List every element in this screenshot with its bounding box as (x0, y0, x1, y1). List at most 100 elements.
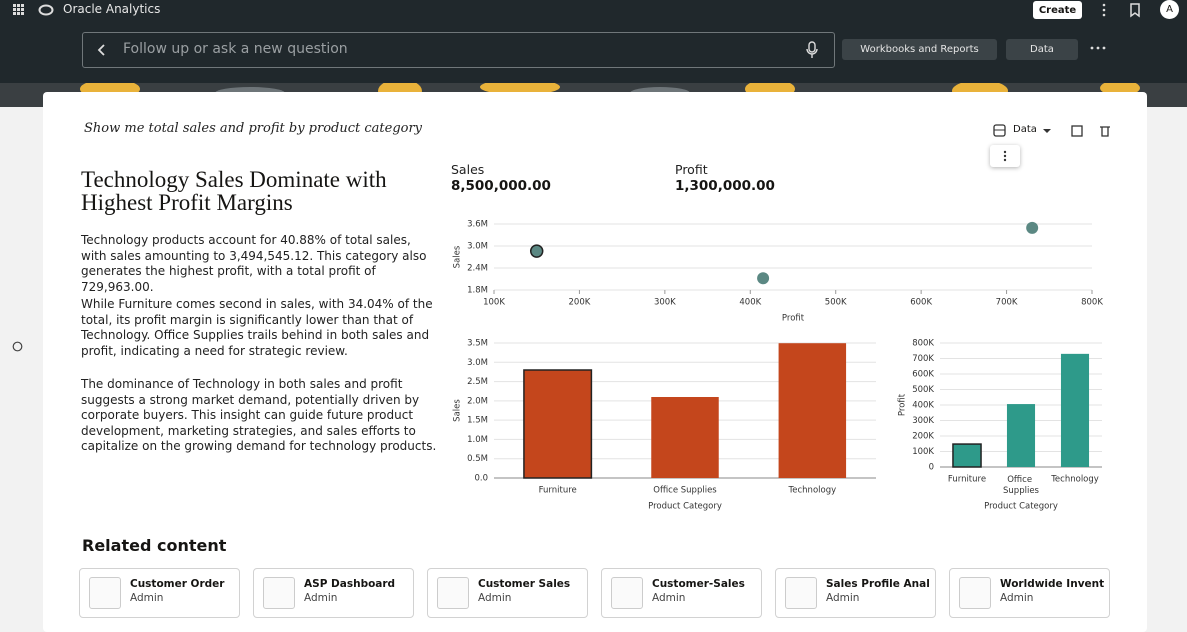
y-tick-label: 2.0M (467, 396, 488, 406)
item-name: ASP Dashboard (304, 578, 396, 590)
thumbnail (959, 577, 991, 609)
related-item[interactable]: Sales Profile Analysis Admin (775, 568, 936, 618)
item-name: Worldwide Inventor (1000, 578, 1104, 590)
bar (651, 397, 719, 478)
item-owner: Admin (130, 592, 164, 604)
charts: 1.8M 2.4M 3.0M 3.6M Sales Profit 100K 200K 300K 4… (453, 220, 1104, 512)
summary-title: Technology Sales Dominate with Highest P… (81, 167, 387, 215)
x-tick-label: Technology (788, 486, 837, 496)
y-tick-label: 1.5M (467, 416, 488, 426)
bar (1006, 404, 1036, 467)
create-button[interactable]: Create (1033, 1, 1082, 19)
y-tick-label: 2.5M (467, 377, 488, 387)
item-owner: Admin (826, 592, 860, 604)
x-tick-label: 300K (654, 298, 676, 308)
bar (952, 443, 982, 468)
item-name: Customer Order (130, 578, 225, 590)
y-tick-label: 500K (912, 385, 934, 395)
y-tick-label: 2.4M (467, 264, 488, 274)
item-name: Sales Profile Analysis (826, 578, 930, 590)
more-icon[interactable] (1090, 44, 1106, 52)
x-tick-label: 100K (483, 298, 505, 308)
y-tick-label: 3.0M (467, 358, 488, 368)
x-tick-label: Office Supplies (653, 486, 717, 496)
y-tick-label: 100K (912, 447, 934, 457)
x-axis-title: Product Category (648, 502, 722, 512)
kpi-label: Profit (675, 162, 708, 177)
x-tick-label: 500K (825, 298, 847, 308)
y-tick-label: 3.6M (467, 220, 488, 230)
x-tick-label: Furniture (948, 475, 986, 485)
y-tick-label: 200K (912, 432, 934, 442)
bar (523, 369, 593, 479)
point (529, 244, 544, 258)
point (757, 272, 770, 285)
point (1026, 221, 1039, 234)
item-owner: Admin (652, 592, 686, 604)
x-tick-label: 800K (1081, 298, 1103, 308)
related-item[interactable]: Customer Order Admin (79, 568, 240, 618)
workbooks-button[interactable]: Workbooks and Reports (842, 39, 997, 60)
y-tick-label: 400K (912, 401, 934, 411)
bar (1060, 353, 1090, 467)
bar (778, 343, 847, 478)
related-item[interactable]: Customer-Sales Admin (601, 568, 762, 618)
y-axis-title: Sales (453, 399, 463, 422)
mic-icon[interactable] (805, 41, 819, 59)
item-owner: Admin (1000, 592, 1034, 604)
y-tick-label: 300K (912, 416, 934, 426)
thumbnail (785, 577, 817, 609)
y-tick-label: 0.5M (467, 454, 488, 464)
x-axis-title: Profit (782, 314, 805, 324)
item-name: Customer Sales (478, 578, 571, 590)
search-placeholder: Follow up or ask a new question (123, 41, 348, 57)
thumbnail (263, 577, 295, 609)
x-tick-label: 600K (910, 298, 932, 308)
x-tick-label: Technology (1050, 475, 1099, 485)
y-tick-label: 1.8M (467, 286, 488, 296)
item-owner: Admin (304, 592, 338, 604)
paragraph: The dominance of Technology in both sale… (81, 377, 437, 453)
x-axis-title: Product Category (984, 502, 1058, 512)
avatar[interactable]: A (1160, 0, 1179, 19)
app-icons[interactable] (12, 3, 57, 17)
paragraph: Technology products account for 40.88% o… (81, 233, 427, 294)
y-tick-label: 3.5M (467, 339, 488, 349)
y-tick-label: 3.0M (467, 242, 488, 252)
item-owner: Admin (478, 592, 512, 604)
data-button[interactable]: Data (1006, 39, 1078, 60)
thumbnail (89, 577, 121, 609)
thumbnail (611, 577, 643, 609)
app-name: Oracle Analytics (63, 2, 161, 16)
y-axis-title: Sales (453, 245, 463, 268)
thumbnail (437, 577, 469, 609)
y-tick-label: 600K (912, 370, 934, 380)
kpi-label: Sales (451, 162, 485, 177)
x-tick-label: 200K (569, 298, 591, 308)
related-item[interactable]: Customer Sales Admin (427, 568, 588, 618)
y-axis-title: Profit (898, 393, 908, 416)
side-handle[interactable] (12, 341, 23, 352)
kpi-value: 8,500,000.00 (451, 178, 551, 194)
x-tick-label: Office Supplies (1003, 475, 1040, 496)
header-icons[interactable] (1096, 2, 1146, 18)
x-tick-label: Furniture (539, 486, 577, 496)
x-tick-label: 700K (996, 298, 1018, 308)
y-tick-label: 0 (929, 463, 934, 473)
item-name: Customer-Sales (652, 578, 745, 590)
related-item[interactable]: ASP Dashboard Admin (253, 568, 414, 618)
y-tick-label: 700K (912, 354, 934, 364)
kpi-value: 1,300,000.00 (675, 178, 775, 194)
paragraph: While Furniture comes second in sales, w… (81, 297, 433, 358)
related-item[interactable]: Worldwide Inventor Admin (949, 568, 1110, 618)
search-box[interactable]: Follow up or ask a new question (82, 32, 835, 68)
back-icon[interactable] (95, 43, 109, 57)
y-tick-label: 1.0M (467, 435, 488, 445)
question: Show me total sales and profit by produc… (84, 121, 423, 136)
card-tools[interactable] (993, 124, 1113, 138)
chart-menu[interactable] (990, 145, 1020, 167)
related-title: Related content (82, 536, 227, 555)
card-data-button[interactable]: Data (1013, 124, 1037, 135)
y-tick-label: 0.0 (474, 474, 488, 484)
